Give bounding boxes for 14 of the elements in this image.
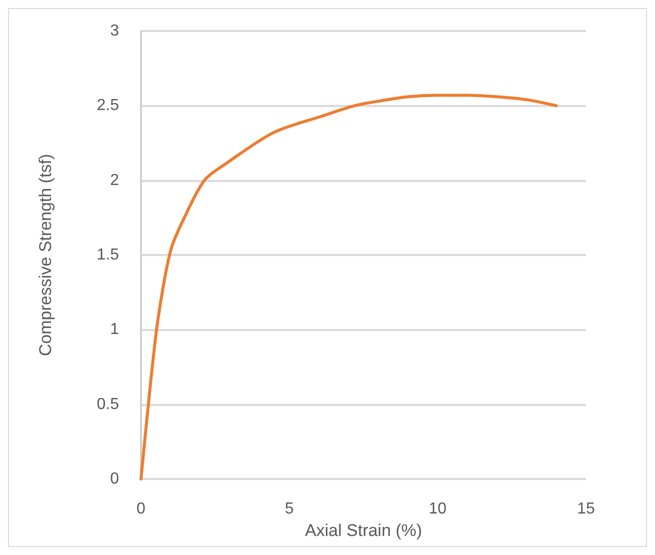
x-tick-label: 10 xyxy=(428,500,447,518)
x-tick-label: 5 xyxy=(284,500,294,518)
x-axis-title: Axial Strain (%) xyxy=(304,520,422,540)
y-tick-label: 1.5 xyxy=(96,246,120,264)
line-series xyxy=(140,94,558,480)
y-tick-label: 2.5 xyxy=(96,97,120,114)
x-tick-label: 15 xyxy=(577,500,595,518)
y-tick-label: 0 xyxy=(110,470,120,488)
y-tick-label: 2 xyxy=(110,172,120,189)
x-tick-label: 0 xyxy=(136,500,146,518)
y-tick-label: 0.5 xyxy=(96,396,120,413)
y-tick-label: 3 xyxy=(110,22,120,40)
y-tick-label: 1 xyxy=(110,321,120,338)
y-axis-title: Compressive Strength (tsf) xyxy=(36,154,55,356)
